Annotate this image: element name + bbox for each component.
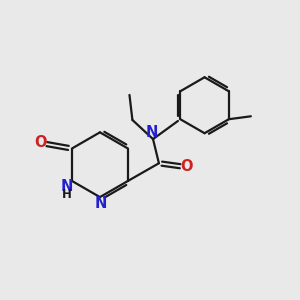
Text: O: O: [180, 159, 193, 174]
Text: O: O: [34, 135, 46, 150]
Text: N: N: [60, 179, 73, 194]
Text: H: H: [62, 188, 71, 201]
Text: N: N: [94, 196, 107, 211]
Text: N: N: [146, 125, 158, 140]
